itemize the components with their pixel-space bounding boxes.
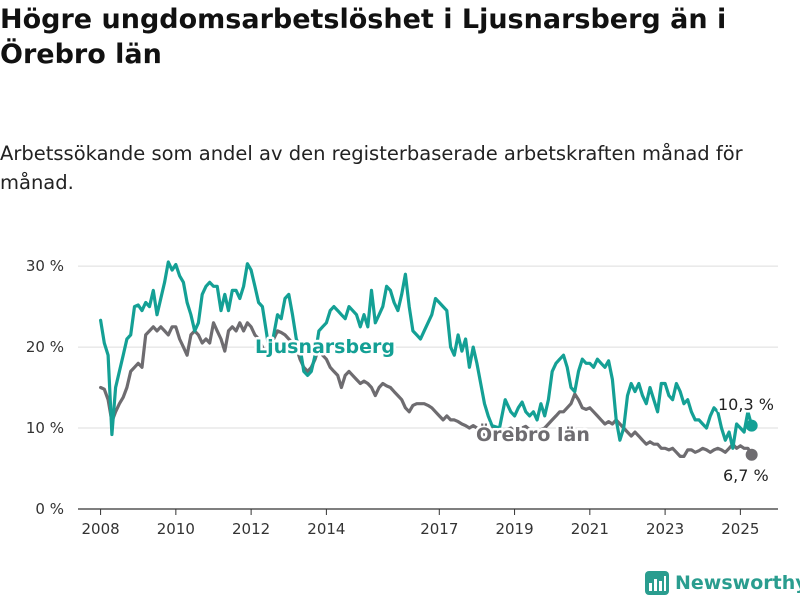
line-chart: 0 % 10 % 20 % 30 % 2008 2010 2012 2014 2017 2019…	[26, 257, 778, 538]
end-value-ljusnarsberg: 10,3 %	[718, 395, 774, 414]
x-tick-label: 2025	[721, 520, 759, 538]
end-value-ljusnarsberg-halo: 10,3 %	[718, 395, 774, 414]
brand-logo: Newsworthy	[645, 568, 800, 598]
y-tick-label: 0 %	[35, 500, 64, 518]
x-tick-label: 2021	[571, 520, 609, 538]
x-tick-label: 2012	[232, 520, 270, 538]
y-tick-label: 20 %	[26, 338, 64, 356]
series-label-orebro-lan: Örebro län	[476, 422, 590, 446]
x-tick-label: 2017	[420, 520, 458, 538]
x-tick-label: 2019	[495, 520, 533, 538]
series-end-point-orebro-lan	[745, 448, 758, 461]
chart-series	[99, 260, 758, 461]
y-tick-label: 10 %	[26, 419, 64, 437]
chart-subtitle: Arbetssökande som andel av den registerb…	[0, 142, 743, 194]
series-label-ljusnarsberg-halo: Ljusnarsberg	[255, 336, 395, 358]
chart-grid	[78, 265, 778, 510]
series-line-ljusnarsberg	[99, 260, 754, 450]
x-axis: 2008 2010 2012 2014 2017 2019 2021 2023 2025	[81, 509, 759, 538]
chart-title: Högre ungdomsarbetslöshet i Ljusnarsberg…	[0, 4, 727, 70]
y-tick-label: 30 %	[26, 257, 64, 275]
end-value-orebro-lan-halo: 6,7 %	[723, 466, 769, 485]
end-value-orebro-lan: 6,7 %	[723, 466, 769, 485]
bar-chart-icon	[645, 571, 669, 595]
brand-name: Newsworthy	[675, 572, 800, 594]
x-tick-label: 2023	[646, 520, 684, 538]
y-axis: 0 % 10 % 20 % 30 %	[26, 257, 64, 518]
series-line-orebro-lan	[99, 321, 754, 458]
series-label-ljusnarsberg: Ljusnarsberg	[255, 336, 395, 358]
series-label-orebro-lan-halo: Örebro län	[476, 422, 590, 446]
x-tick-label: 2008	[81, 520, 119, 538]
series-end-point-ljusnarsberg	[745, 419, 758, 432]
x-tick-label: 2010	[157, 520, 195, 538]
x-tick-label: 2014	[307, 520, 345, 538]
